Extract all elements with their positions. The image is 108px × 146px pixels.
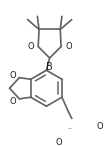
Text: O: O — [10, 97, 16, 106]
Text: ⁻: ⁻ — [68, 125, 72, 134]
Text: O: O — [55, 138, 62, 146]
Text: O: O — [10, 71, 16, 80]
Text: O: O — [65, 42, 72, 51]
Text: O: O — [28, 42, 34, 51]
Text: B: B — [46, 62, 53, 72]
Text: O: O — [96, 122, 103, 131]
